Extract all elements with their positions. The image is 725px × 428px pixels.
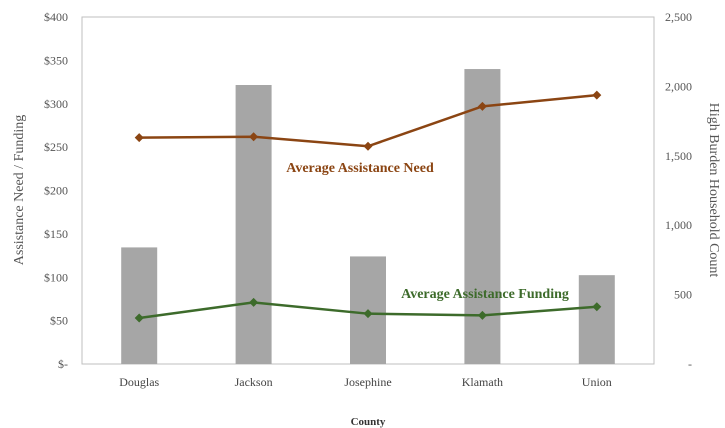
line-point-marker bbox=[134, 313, 144, 323]
y-left-tick-label: $300 bbox=[44, 97, 68, 111]
x-tick-label: Douglas bbox=[119, 375, 159, 389]
y-left-tick-label: $250 bbox=[44, 140, 68, 154]
line-point-marker bbox=[477, 310, 487, 320]
y-left-tick-label: $100 bbox=[44, 270, 68, 284]
y-axis-left-title: Assistance Need / Funding bbox=[12, 115, 27, 265]
line-point-marker bbox=[477, 101, 487, 111]
bar-household-count bbox=[578, 275, 615, 364]
y-left-tick-label: $200 bbox=[44, 184, 68, 198]
x-tick-label: Klamath bbox=[462, 375, 503, 389]
y-left-tick-label: $50 bbox=[50, 314, 68, 328]
series-label-need: Average Assistance Need bbox=[286, 161, 434, 176]
y-left-tick-label: $350 bbox=[44, 53, 68, 67]
x-tick-label: Jackson bbox=[235, 375, 273, 389]
y-left-tick-label: $- bbox=[58, 357, 68, 371]
y-right-tick-label: 500 bbox=[674, 288, 692, 302]
y-axis-right-title: High Burden Household Count bbox=[706, 103, 721, 278]
x-tick-label: Josephine bbox=[344, 375, 391, 389]
line-point-marker bbox=[592, 90, 602, 100]
x-axis-title: County bbox=[351, 416, 386, 428]
bar-household-count bbox=[121, 247, 158, 364]
y-right-tick-label: 1,000 bbox=[665, 218, 692, 232]
y-left-tick-label: $150 bbox=[44, 227, 68, 241]
x-tick-label: Union bbox=[582, 375, 612, 389]
y-left-tick-label: $400 bbox=[44, 10, 68, 24]
line-point-marker bbox=[592, 302, 602, 312]
line-point-marker bbox=[249, 132, 259, 142]
line-point-marker bbox=[134, 133, 144, 143]
y-right-tick-label: - bbox=[688, 357, 692, 371]
y-right-tick-label: 2,000 bbox=[665, 79, 692, 93]
bar-household-count bbox=[235, 85, 272, 365]
line-point-marker bbox=[363, 141, 373, 151]
y-right-tick-label: 2,500 bbox=[665, 10, 692, 24]
line-assistance-need bbox=[139, 93, 597, 148]
y-right-tick-label: 1,500 bbox=[665, 149, 692, 163]
series-label-funding: Average Assistance Funding bbox=[401, 287, 569, 302]
line-point-marker bbox=[249, 297, 259, 307]
line-point-marker bbox=[363, 309, 373, 319]
